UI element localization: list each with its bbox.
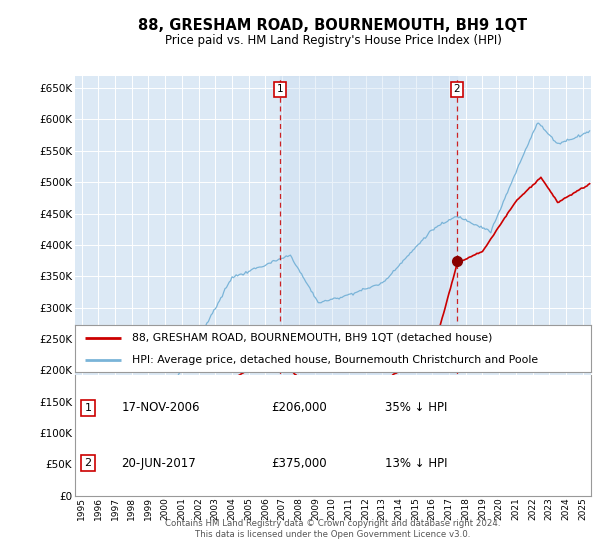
Text: 2: 2 <box>85 458 91 468</box>
Text: £375,000: £375,000 <box>271 456 327 470</box>
Text: £206,000: £206,000 <box>271 401 327 414</box>
Text: 1: 1 <box>85 403 91 413</box>
Text: 2: 2 <box>454 85 460 95</box>
Text: 35% ↓ HPI: 35% ↓ HPI <box>385 401 447 414</box>
Text: 13% ↓ HPI: 13% ↓ HPI <box>385 456 447 470</box>
Text: Contains HM Land Registry data © Crown copyright and database right 2024.
This d: Contains HM Land Registry data © Crown c… <box>165 520 501 539</box>
Bar <box>280 76 457 496</box>
Text: 88, GRESHAM ROAD, BOURNEMOUTH, BH9 1QT: 88, GRESHAM ROAD, BOURNEMOUTH, BH9 1QT <box>139 18 527 32</box>
Text: Price paid vs. HM Land Registry's House Price Index (HPI): Price paid vs. HM Land Registry's House … <box>164 34 502 47</box>
Text: 17-NOV-2006: 17-NOV-2006 <box>121 401 200 414</box>
Text: HPI: Average price, detached house, Bournemouth Christchurch and Poole: HPI: Average price, detached house, Bour… <box>132 354 538 365</box>
Text: 88, GRESHAM ROAD, BOURNEMOUTH, BH9 1QT (detached house): 88, GRESHAM ROAD, BOURNEMOUTH, BH9 1QT (… <box>132 333 492 343</box>
Text: 1: 1 <box>277 85 283 95</box>
Text: 20-JUN-2017: 20-JUN-2017 <box>121 456 196 470</box>
